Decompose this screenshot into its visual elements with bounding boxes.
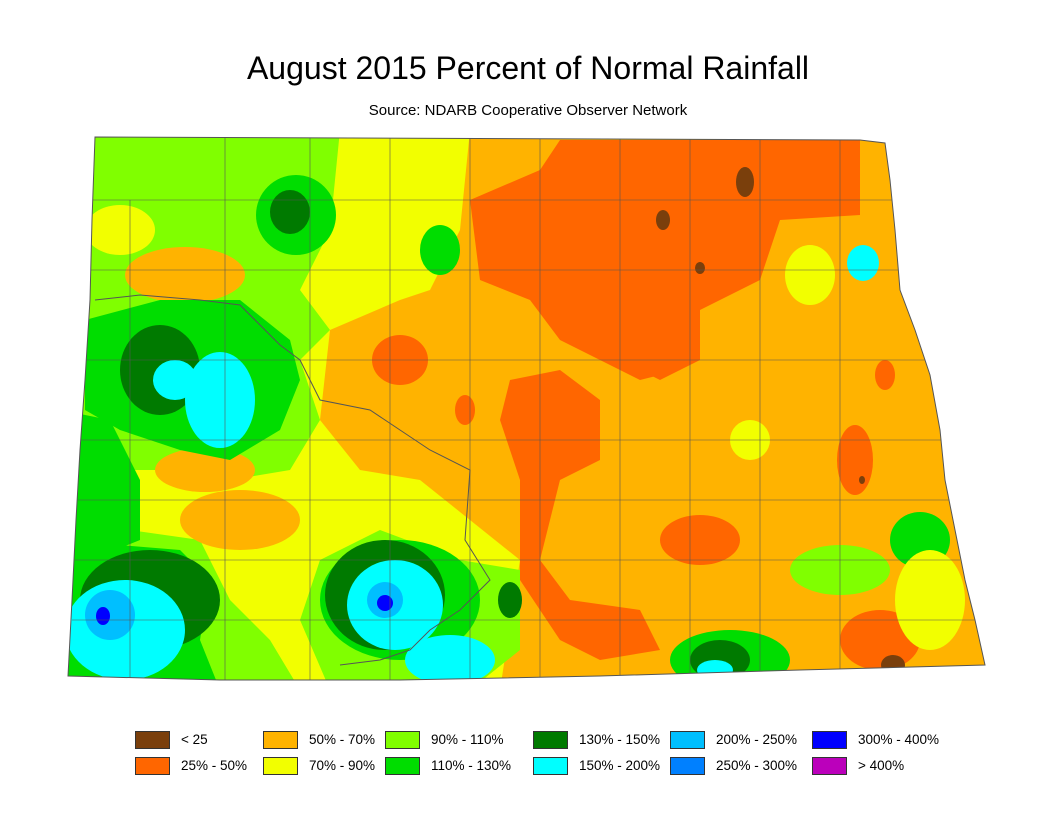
- zone-lt25-5: [859, 476, 865, 484]
- zone-70-90-se: [895, 550, 965, 650]
- zone-130-150-n: [270, 190, 310, 234]
- map-title: August 2015 Percent of Normal Rainfall: [246, 50, 810, 86]
- zone-25-50-c3: [455, 395, 475, 425]
- zone-110-130-n2: [420, 225, 460, 275]
- zone-150-200-w2: [153, 360, 197, 400]
- zone-25-50-se2: [660, 515, 740, 565]
- zone-70-90-ne: [785, 245, 835, 305]
- rainfall-layer: [68, 137, 985, 680]
- zone-50-70-sw: [180, 490, 300, 550]
- missouri-river: [94, 294, 491, 666]
- zone-150-200-se: [697, 660, 733, 680]
- zone-70-90-nw: [85, 205, 155, 255]
- county-boundaries: [72, 137, 975, 680]
- zone-lt25-4: [881, 655, 905, 675]
- zone-150-200-s2: [405, 635, 495, 680]
- zone-300-400-sw: [96, 607, 110, 625]
- zone-150-200-ne: [847, 245, 879, 281]
- zone-25-50-e: [837, 425, 873, 495]
- zone-25-50-ne2: [600, 280, 700, 380]
- zone-200-250-sw: [85, 590, 135, 640]
- zone-130-150-se: [690, 640, 750, 680]
- zone-lt25-2: [656, 210, 670, 230]
- zone-150-200-w: [185, 352, 255, 448]
- zone-50-70-nw: [125, 247, 245, 303]
- zone-300-400-s: [377, 595, 393, 611]
- zone-lt25-1: [736, 167, 754, 197]
- zone-lt25-3: [695, 262, 705, 274]
- state-outline: [67, 136, 986, 681]
- zone-25-50-e2: [875, 360, 895, 390]
- zone-130-150-s2: [498, 582, 522, 618]
- map-subtitle: Source: NDARB Cooperative Observer Netwo…: [368, 102, 688, 119]
